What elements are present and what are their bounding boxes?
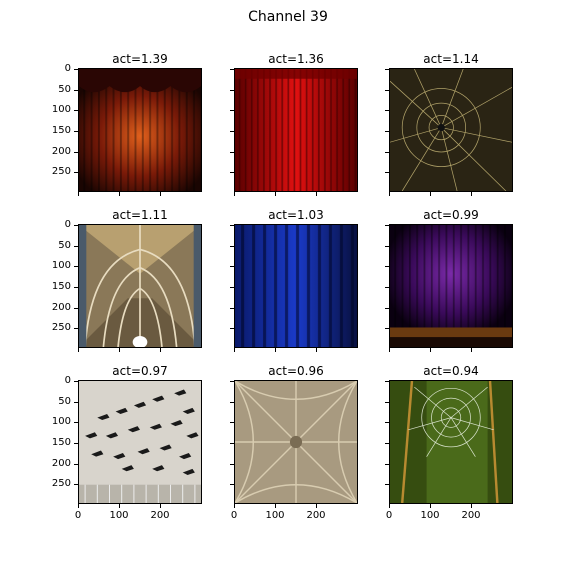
image-panel-dewy-web bbox=[389, 380, 513, 504]
y-tick-label: 0 bbox=[64, 63, 71, 74]
image-panel-bird-wall bbox=[78, 380, 202, 504]
y-tick-label: 250 bbox=[51, 478, 71, 489]
x-tick-label: 0 bbox=[230, 510, 238, 521]
bird-wall-image bbox=[79, 381, 201, 503]
panel-title: act=1.39 bbox=[112, 52, 168, 66]
image-panel-cathedral-ceiling bbox=[78, 224, 202, 348]
curtain-image bbox=[79, 69, 201, 191]
image-panel-spider-web bbox=[389, 68, 513, 192]
image-panel-stone-vault bbox=[234, 380, 358, 504]
vault-image bbox=[235, 381, 357, 503]
y-tick-label: 200 bbox=[51, 458, 71, 469]
y-tick-label: 150 bbox=[51, 437, 71, 448]
y-tick-label: 100 bbox=[51, 260, 71, 271]
curtain-image bbox=[390, 225, 512, 347]
figure-title: Channel 39 bbox=[248, 9, 328, 25]
x-tick-label: 200 bbox=[306, 510, 326, 521]
y-tick-label: 100 bbox=[51, 416, 71, 427]
x-tick-label: 100 bbox=[265, 510, 285, 521]
panel-title: act=0.97 bbox=[112, 364, 168, 378]
y-tick-label: 250 bbox=[51, 322, 71, 333]
y-tick-label: 50 bbox=[58, 84, 71, 95]
panel-title: act=0.94 bbox=[423, 364, 479, 378]
panel-title: act=1.11 bbox=[112, 208, 168, 222]
y-tick-label: 250 bbox=[51, 166, 71, 177]
image-panel-red-curtain bbox=[234, 68, 358, 192]
y-tick-label: 200 bbox=[51, 302, 71, 313]
dewy-web-image bbox=[390, 381, 512, 503]
x-tick-label: 0 bbox=[385, 510, 393, 521]
panel-title: act=0.96 bbox=[268, 364, 324, 378]
x-tick-label: 100 bbox=[420, 510, 440, 521]
image-panel-red-stage-curtain bbox=[78, 68, 202, 192]
x-tick-label: 100 bbox=[109, 510, 129, 521]
x-tick-label: 200 bbox=[150, 510, 170, 521]
y-tick-label: 50 bbox=[58, 240, 71, 251]
y-tick-label: 200 bbox=[51, 146, 71, 157]
y-tick-label: 150 bbox=[51, 281, 71, 292]
image-panel-blue-curtain bbox=[234, 224, 358, 348]
curtain-image bbox=[235, 225, 357, 347]
x-tick-label: 0 bbox=[74, 510, 82, 521]
spider-web-image bbox=[390, 69, 512, 191]
curtain-image bbox=[235, 69, 357, 191]
panel-title: act=1.36 bbox=[268, 52, 324, 66]
x-tick-label: 200 bbox=[461, 510, 481, 521]
y-tick-label: 100 bbox=[51, 104, 71, 115]
y-tick-label: 150 bbox=[51, 125, 71, 136]
y-tick-label: 0 bbox=[64, 375, 71, 386]
y-tick-label: 0 bbox=[64, 219, 71, 230]
panel-title: act=0.99 bbox=[423, 208, 479, 222]
cathedral-image bbox=[79, 225, 201, 347]
image-panel-purple-curtain bbox=[389, 224, 513, 348]
y-tick-label: 50 bbox=[58, 396, 71, 407]
panel-title: act=1.03 bbox=[268, 208, 324, 222]
panel-title: act=1.14 bbox=[423, 52, 479, 66]
